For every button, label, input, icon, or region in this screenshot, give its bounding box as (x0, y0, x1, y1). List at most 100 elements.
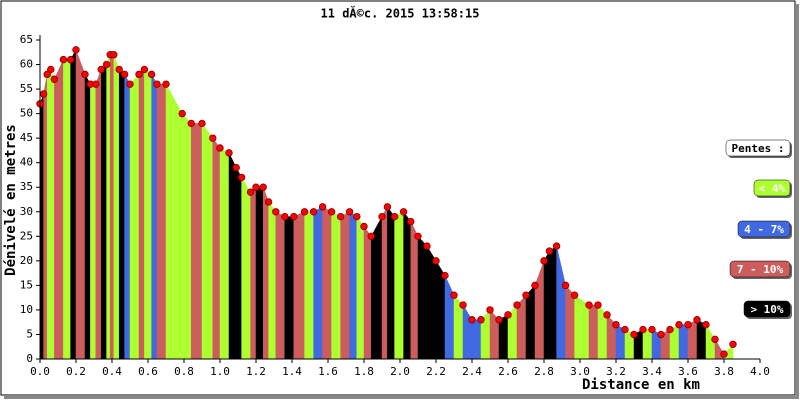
point (603, 311, 611, 319)
legend-entry-box (753, 179, 791, 197)
chart-title: 11 dĂ©c. 2015 13:58:15 (321, 6, 480, 21)
point (383, 203, 392, 211)
point (102, 60, 111, 69)
slope-segment (678, 324, 689, 360)
point (345, 208, 354, 216)
legend-title-box (725, 139, 791, 157)
point (225, 149, 233, 157)
slope-segment (156, 83, 167, 360)
point (43, 70, 51, 79)
legend-entry-box (743, 300, 791, 318)
point (468, 316, 476, 324)
slope-segment (284, 216, 295, 360)
slope-segment (54, 59, 64, 360)
point (66, 55, 75, 64)
point (612, 320, 620, 329)
point (162, 80, 170, 88)
slope-segment (642, 329, 653, 360)
point (450, 291, 458, 299)
point (115, 65, 123, 74)
slope-segment (109, 54, 115, 360)
slope-segment (410, 221, 419, 360)
y-tick-label: 10 (20, 303, 33, 316)
point (711, 335, 719, 344)
point (495, 316, 503, 324)
point (120, 70, 129, 79)
slope-segment (129, 73, 140, 360)
y-tick-label: 15 (20, 278, 33, 291)
slope-segment (151, 74, 158, 360)
x-tick-label: 2.0 (390, 365, 410, 378)
slope-segment (95, 69, 102, 360)
x-tick-label: 2.4 (462, 365, 482, 378)
slope-segment (349, 211, 358, 360)
point (414, 232, 422, 241)
point (92, 80, 100, 88)
slope-segment (113, 54, 120, 360)
slope-segment (471, 319, 482, 360)
legend-entry: 7 - 10% (737, 263, 784, 276)
slope-segment (90, 83, 97, 360)
slope-segment (293, 211, 305, 360)
slope-segment (212, 137, 221, 360)
point (666, 325, 674, 334)
point (336, 212, 345, 221)
point (81, 70, 89, 79)
point (390, 212, 399, 221)
y-tick-label: 45 (20, 131, 33, 144)
x-tick-label: 3.0 (570, 365, 590, 378)
slope-segment (235, 167, 242, 360)
point (327, 208, 336, 216)
y-tick-label: 60 (20, 58, 33, 71)
slope-segment (255, 186, 264, 360)
x-tick-label: 2.6 (498, 365, 518, 378)
slope-segment (417, 235, 428, 360)
y-tick-label: 65 (20, 33, 33, 46)
x-tick-label: 4.0 (750, 365, 770, 378)
slope-segment (70, 49, 77, 360)
point (110, 51, 118, 59)
slope-segment (75, 49, 86, 360)
point (259, 183, 267, 191)
x-axis-label: Distance en km (582, 377, 700, 393)
slope-segment (201, 122, 214, 360)
frame-shadow (796, 4, 799, 398)
point (153, 80, 161, 88)
slope-segment (181, 112, 192, 360)
point (639, 325, 647, 334)
y-tick-label: 55 (20, 82, 33, 95)
x-tick-label: 0.4 (102, 365, 122, 378)
y-tick-label: 35 (20, 180, 33, 193)
slope-segment (543, 250, 550, 360)
point (477, 316, 485, 324)
x-tick-label: 1.2 (246, 365, 266, 378)
point (318, 203, 327, 211)
point (693, 316, 701, 324)
slope-segment (124, 74, 131, 360)
point (246, 188, 255, 196)
point (570, 291, 579, 299)
slope-segment (262, 187, 269, 360)
slope-segment (84, 74, 91, 360)
point (147, 70, 156, 79)
slope-segment (588, 304, 599, 360)
point (353, 212, 361, 221)
legend-entry: 4 - 7% (744, 223, 784, 236)
x-tick-label: 2.8 (534, 365, 554, 378)
slope-segment (304, 211, 314, 360)
slope-segment (190, 123, 203, 360)
point (423, 242, 431, 250)
point (513, 301, 521, 309)
point (545, 247, 554, 255)
x-tick-label: 1.0 (210, 365, 230, 378)
point (309, 208, 318, 216)
slope-segment (275, 211, 286, 360)
y-tick-label: 40 (20, 156, 33, 169)
slope-segment (549, 245, 557, 360)
slope-segment (165, 84, 183, 360)
point (675, 320, 683, 329)
point (237, 173, 246, 182)
slope-segment (394, 211, 404, 360)
slope-segment (100, 63, 107, 360)
